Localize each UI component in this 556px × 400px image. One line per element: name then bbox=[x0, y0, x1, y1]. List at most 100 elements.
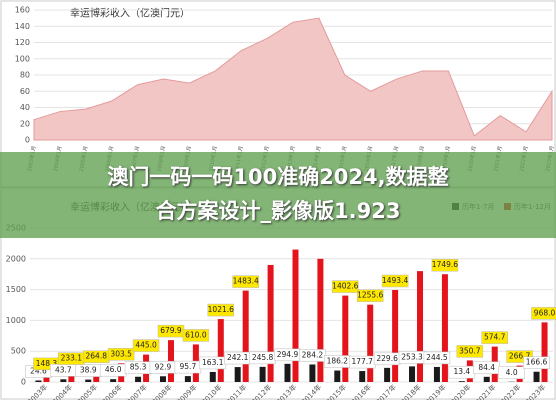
y-tick-label: 20 bbox=[20, 119, 30, 128]
bar bbox=[35, 380, 42, 382]
label-box bbox=[356, 289, 384, 302]
bar bbox=[60, 379, 67, 382]
bar bbox=[441, 274, 448, 382]
data-label: 294.9 bbox=[277, 350, 299, 359]
label-box bbox=[456, 345, 484, 358]
bar bbox=[533, 371, 540, 382]
chart-title: 幸运博彩收入（亿澳门元） bbox=[70, 7, 190, 20]
data-label: 1402.6 bbox=[332, 282, 358, 291]
headline: 澳门一码一码100准确2024,数据整 合方案设计_影像版1.923 bbox=[0, 152, 556, 238]
label-box bbox=[431, 258, 459, 272]
bar bbox=[433, 366, 440, 382]
y-tick-label: 40 bbox=[20, 103, 30, 112]
data-label: 1749.6 bbox=[432, 260, 458, 269]
y-tick-label: 80 bbox=[20, 71, 30, 80]
label-box bbox=[498, 366, 525, 380]
data-label: 148.3 bbox=[36, 359, 58, 368]
data-label: 95.7 bbox=[180, 362, 197, 371]
label-box bbox=[481, 331, 508, 344]
y-tick-label: 60 bbox=[20, 87, 30, 96]
label-box bbox=[531, 307, 556, 320]
bar bbox=[458, 381, 465, 382]
y-tick-label: 1000 bbox=[6, 316, 26, 325]
y-tick-label: 160 bbox=[15, 6, 30, 15]
label-box bbox=[107, 348, 135, 361]
data-label: 186.2 bbox=[327, 357, 349, 366]
bar bbox=[392, 290, 399, 382]
data-label: 284.2 bbox=[302, 350, 324, 359]
data-label: 264.8 bbox=[86, 352, 108, 361]
data-label: 43.7 bbox=[55, 365, 72, 374]
y-tick-label: 140 bbox=[15, 22, 30, 31]
bar bbox=[417, 271, 424, 382]
label-box bbox=[523, 356, 550, 369]
data-label: 245.8 bbox=[252, 353, 274, 362]
bar bbox=[284, 363, 291, 382]
bar bbox=[267, 264, 274, 382]
y-tick-label: 100 bbox=[15, 54, 30, 63]
bar bbox=[234, 367, 241, 382]
bar bbox=[409, 366, 416, 382]
data-label: 1493.4 bbox=[382, 276, 408, 285]
data-label: 679.9 bbox=[160, 326, 182, 335]
label-box bbox=[232, 275, 259, 288]
data-label: 166.6 bbox=[526, 358, 548, 367]
bar bbox=[184, 376, 191, 382]
bar bbox=[209, 371, 216, 382]
data-label: 84.4 bbox=[478, 363, 495, 372]
y-tick-label: 0 bbox=[21, 378, 26, 387]
data-label: 1021.6 bbox=[208, 305, 234, 314]
bar bbox=[367, 304, 374, 382]
bar bbox=[242, 290, 249, 382]
bar bbox=[359, 371, 366, 382]
label-box bbox=[207, 303, 235, 317]
data-label: 968.0 bbox=[534, 308, 556, 317]
bar bbox=[334, 370, 341, 382]
y-tick-label: 2000 bbox=[6, 254, 26, 263]
bar bbox=[541, 322, 548, 382]
label-box bbox=[182, 329, 210, 342]
data-label: 177.7 bbox=[351, 357, 373, 366]
y-tick-label: 120 bbox=[15, 38, 30, 47]
data-label: 38.9 bbox=[80, 366, 97, 375]
data-label: 253.3 bbox=[401, 352, 423, 361]
data-label: 574.7 bbox=[484, 333, 506, 342]
data-label: 92.9 bbox=[155, 362, 172, 371]
headline-line: 合方案设计_影像版1.923 bbox=[155, 199, 401, 223]
bar bbox=[85, 379, 92, 382]
bar bbox=[309, 364, 316, 382]
data-label: 229.6 bbox=[376, 354, 398, 363]
data-label: 1255.6 bbox=[357, 291, 383, 300]
bar bbox=[384, 367, 391, 382]
y-tick-label: 500 bbox=[11, 347, 26, 356]
data-label: 1483.4 bbox=[233, 277, 259, 286]
data-label: 24.6 bbox=[30, 366, 47, 375]
data-label: 4.0 bbox=[506, 368, 518, 377]
bar bbox=[110, 379, 117, 382]
data-label: 350.7 bbox=[459, 346, 481, 355]
bar bbox=[217, 319, 224, 382]
data-label: 233.1 bbox=[61, 354, 83, 363]
bar bbox=[483, 376, 490, 382]
data-label: 303.5 bbox=[110, 349, 132, 358]
area bbox=[33, 17, 553, 141]
bar bbox=[342, 295, 349, 382]
bar bbox=[317, 258, 324, 382]
data-label: 266.7 bbox=[509, 352, 531, 361]
data-label: 13.4 bbox=[453, 367, 470, 376]
bar bbox=[135, 376, 142, 382]
bar bbox=[259, 366, 266, 382]
bar bbox=[292, 249, 299, 382]
y-tick-label: 1500 bbox=[6, 285, 26, 294]
data-label: 85.3 bbox=[130, 363, 147, 372]
headline-line: 澳门一码一码100准确2024,数据整 bbox=[107, 165, 449, 189]
bar bbox=[159, 376, 166, 382]
data-label: 163.1 bbox=[202, 358, 224, 367]
label-box bbox=[423, 351, 451, 365]
label-box bbox=[132, 339, 160, 352]
data-label: 46.0 bbox=[105, 365, 122, 374]
data-label: 242.1 bbox=[227, 353, 249, 362]
label-box bbox=[332, 280, 359, 293]
